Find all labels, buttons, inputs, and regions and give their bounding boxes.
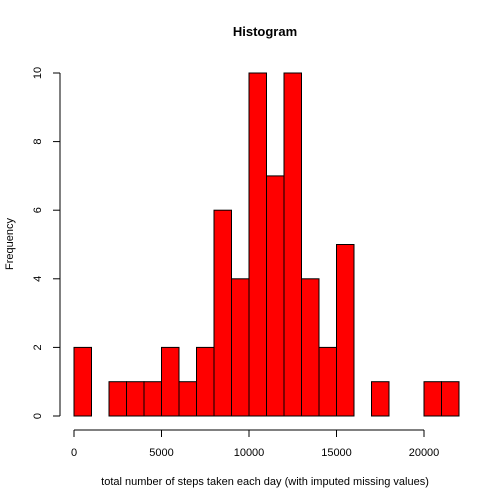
histogram-bar-0 (73, 346, 92, 417)
y-tick-label: 0 (32, 413, 44, 419)
x-tick-label: 5000 (149, 447, 173, 459)
histogram-bar-12 (283, 72, 302, 417)
histogram-bar-8 (213, 209, 232, 417)
chart-title: Histogram (233, 24, 297, 39)
x-tick-label: 20000 (409, 447, 440, 459)
x-tick-label: 15000 (321, 447, 352, 459)
histogram-bar-17 (371, 381, 390, 417)
histogram-bar-3 (126, 381, 145, 417)
histogram-bar-14 (318, 346, 337, 417)
histogram-bar-7 (196, 346, 215, 417)
y-tick-label: 2 (32, 344, 44, 350)
histogram-bar-4 (143, 381, 162, 417)
x-tick-label: 10000 (234, 447, 265, 459)
y-tick-label: 8 (32, 139, 44, 145)
y-tick-label: 6 (32, 207, 44, 213)
y-axis-label: Frequency (4, 218, 16, 270)
histogram-bar-20 (423, 381, 442, 417)
histogram-bar-6 (178, 381, 197, 417)
histogram-bar-2 (108, 381, 127, 417)
y-tick-label: 4 (32, 276, 44, 282)
x-tick-label: 0 (71, 447, 77, 459)
histogram-bar-13 (301, 278, 320, 417)
histogram-bar-21 (441, 381, 460, 417)
x-axis-label: total number of steps taken each day (wi… (101, 476, 429, 488)
histogram-bar-5 (161, 346, 180, 417)
y-axis: 0 2 4 6 8 10 (32, 67, 61, 419)
histogram-bar-11 (266, 175, 285, 417)
histogram-bar-15 (336, 244, 355, 417)
x-axis: 0 5000 10000 15000 20000 (71, 429, 440, 459)
bars-group (73, 72, 460, 417)
histogram-bar-10 (248, 72, 267, 417)
histogram-bar-9 (231, 278, 250, 417)
y-tick-label: 10 (32, 67, 44, 79)
